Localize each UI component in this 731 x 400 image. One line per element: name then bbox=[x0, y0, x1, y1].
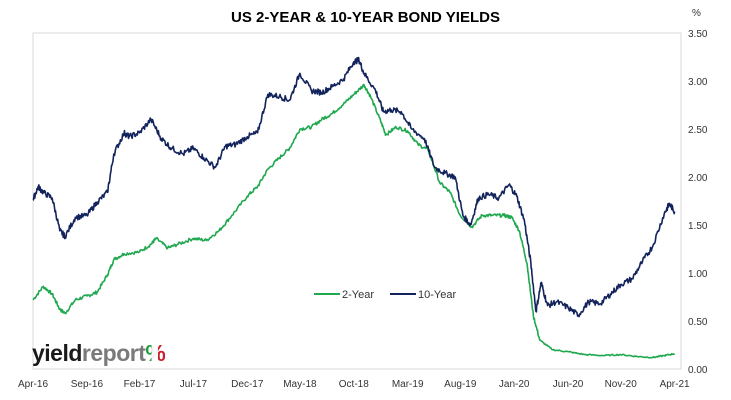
y-tick-label: 0.00 bbox=[688, 365, 708, 376]
y-tick-labels: 0.00 0.50 1.00 1.50 2.00 2.50 3.00 3.50 bbox=[688, 29, 708, 376]
y-tick-label: 1.50 bbox=[688, 221, 708, 232]
series-layer bbox=[32, 56, 676, 359]
y-tick-label: 1.00 bbox=[688, 269, 708, 280]
y-axis-unit: % bbox=[692, 8, 701, 19]
x-tick-label: Jun-20 bbox=[553, 379, 584, 390]
x-tick-label: Nov-20 bbox=[605, 379, 638, 390]
x-tick-label: Jul-17 bbox=[180, 379, 208, 390]
y-tick-label: 2.00 bbox=[688, 173, 708, 184]
x-tick-labels: Apr-16 Sep-16 Feb-17 Jul-17 Dec-17 May-18 Oct-… bbox=[18, 379, 690, 390]
x-tick-label: Apr-16 bbox=[18, 379, 48, 390]
x-tick-label: May-18 bbox=[283, 379, 317, 390]
legend-label: 10-Year bbox=[418, 289, 456, 301]
y-tick-label: 3.00 bbox=[688, 77, 708, 88]
logo-percent-icon: % bbox=[145, 340, 166, 366]
plot-area bbox=[32, 32, 682, 370]
yieldreport-logo: yieldreport% bbox=[32, 339, 166, 367]
y-tick-label: 2.50 bbox=[688, 125, 708, 136]
x-tick-label: Oct-18 bbox=[339, 379, 369, 390]
x-tick-label: Sep-16 bbox=[71, 379, 104, 390]
x-tick-label: Dec-17 bbox=[231, 379, 264, 390]
legend: 2-Year 10-Year bbox=[314, 289, 456, 301]
logo-text-yield: yield bbox=[32, 340, 82, 366]
legend-label: 2-Year bbox=[342, 289, 374, 301]
y-tick-label: 3.50 bbox=[688, 29, 708, 40]
series-line-2-year bbox=[32, 83, 676, 359]
x-tick-label: Jan-20 bbox=[499, 379, 530, 390]
chart-title: US 2-YEAR & 10-YEAR BOND YIELDS bbox=[231, 9, 500, 26]
x-tick-label: Mar-19 bbox=[392, 379, 424, 390]
y-tick-label: 0.50 bbox=[688, 317, 708, 328]
x-tick-label: Aug-19 bbox=[444, 379, 477, 390]
x-tick-label: Feb-17 bbox=[124, 379, 156, 390]
x-tick-label: Apr-21 bbox=[660, 379, 690, 390]
series-line-10-year bbox=[32, 56, 676, 318]
logo-text-report: report bbox=[81, 340, 146, 366]
